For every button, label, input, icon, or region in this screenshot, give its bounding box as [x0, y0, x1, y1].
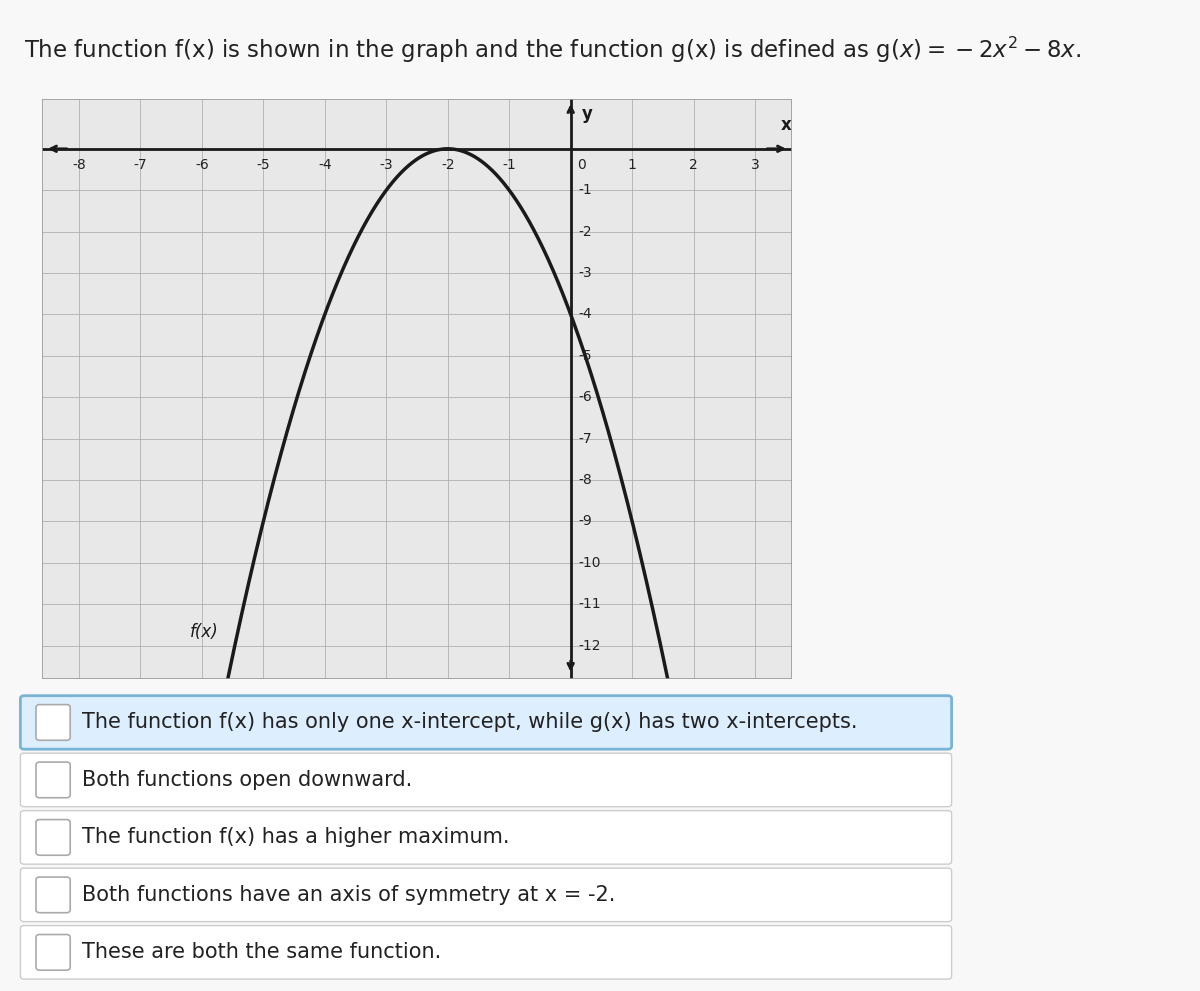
- Bar: [42, 99, 792, 679]
- Text: 1: 1: [628, 158, 637, 171]
- Text: Both functions open downward.: Both functions open downward.: [82, 770, 413, 790]
- Text: Both functions have an axis of symmetry at x = -2.: Both functions have an axis of symmetry …: [82, 885, 616, 905]
- Text: -8: -8: [578, 473, 593, 487]
- Text: x: x: [780, 116, 791, 135]
- Text: -11: -11: [578, 598, 601, 611]
- Text: -7: -7: [578, 432, 593, 446]
- Text: The function f(x) has a higher maximum.: The function f(x) has a higher maximum.: [82, 827, 510, 847]
- Text: -9: -9: [578, 514, 593, 528]
- Text: The function f(x) has only one x-intercept, while g(x) has two x-intercepts.: The function f(x) has only one x-interce…: [82, 713, 858, 732]
- Text: 3: 3: [751, 158, 760, 171]
- Text: -5: -5: [257, 158, 270, 171]
- Text: These are both the same function.: These are both the same function.: [82, 942, 442, 962]
- Text: The function f(x) is shown in the graph and the function g(x) is defined as g$(x: The function f(x) is shown in the graph …: [24, 35, 1081, 64]
- Text: -8: -8: [72, 158, 85, 171]
- Text: -6: -6: [194, 158, 209, 171]
- Text: -3: -3: [379, 158, 394, 171]
- Text: -2: -2: [578, 225, 593, 239]
- Text: 2: 2: [689, 158, 698, 171]
- Text: -5: -5: [578, 349, 593, 363]
- Text: -4: -4: [578, 307, 593, 321]
- Text: -2: -2: [440, 158, 455, 171]
- Text: -12: -12: [578, 639, 601, 653]
- Text: -3: -3: [578, 266, 593, 280]
- Text: -4: -4: [318, 158, 331, 171]
- Text: -7: -7: [133, 158, 148, 171]
- Text: -1: -1: [503, 158, 516, 171]
- Text: -10: -10: [578, 556, 601, 570]
- Text: y: y: [582, 105, 593, 123]
- Text: -1: -1: [578, 183, 593, 197]
- Text: -6: -6: [578, 390, 593, 404]
- Text: f(x): f(x): [190, 623, 218, 641]
- Text: 0: 0: [577, 158, 586, 171]
